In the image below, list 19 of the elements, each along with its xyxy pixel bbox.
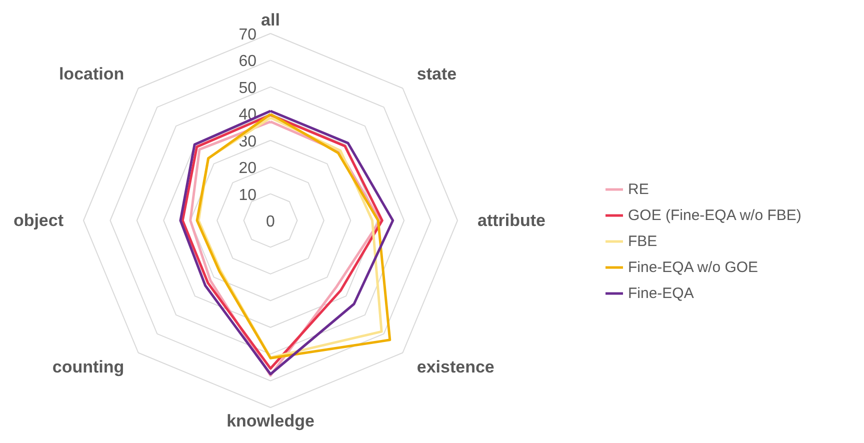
legend-label: RE bbox=[628, 180, 649, 198]
legend-label: FBE bbox=[628, 232, 658, 250]
legend-label: Fine-EQA w/o GOE bbox=[628, 258, 758, 276]
y-tick-label: 60 bbox=[238, 53, 257, 70]
spoke-label: knowledge bbox=[226, 412, 314, 430]
spoke-label: object bbox=[13, 211, 64, 230]
legend-label: Fine-EQA bbox=[628, 284, 694, 302]
y-tick-label: 50 bbox=[238, 80, 257, 97]
spoke-label: counting bbox=[52, 357, 124, 376]
y-tick-label: 70 bbox=[238, 26, 257, 44]
y-tick-label: 10 bbox=[238, 186, 257, 204]
spoke-label: state bbox=[416, 64, 457, 84]
spoke-label: location bbox=[58, 64, 124, 84]
spoke-label: attribute bbox=[478, 211, 546, 230]
legend-label: GOE (Fine-EQA w/o FBE) bbox=[628, 206, 802, 224]
spoke-label: existence bbox=[416, 357, 494, 376]
y-tick-label: 0 bbox=[266, 214, 276, 230]
spoke-label: all bbox=[261, 10, 280, 30]
y-tick-label: 20 bbox=[238, 160, 257, 178]
